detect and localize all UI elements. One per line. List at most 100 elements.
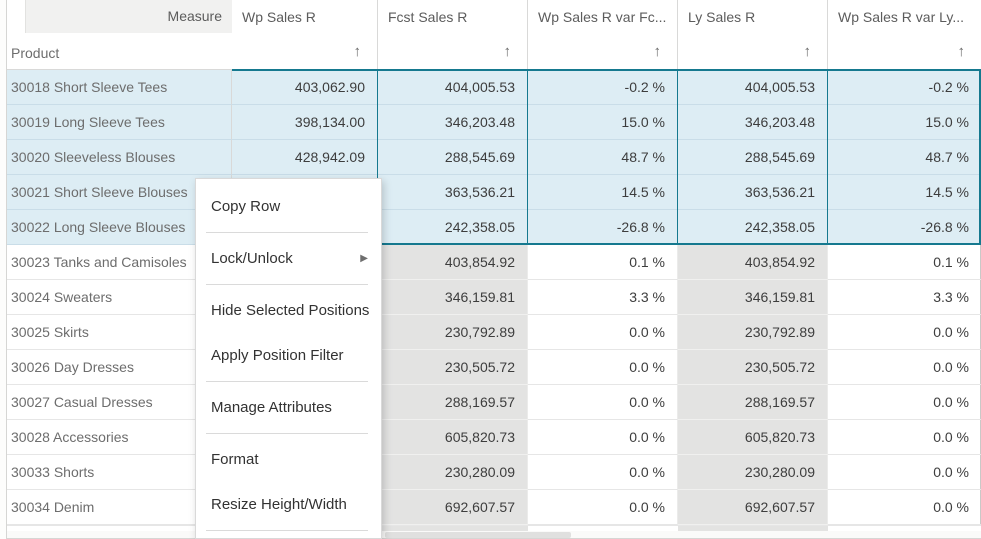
data-cell[interactable]: 230,280.09: [678, 455, 828, 490]
selection-outline-col: [677, 69, 678, 245]
data-cell[interactable]: 14.5 %: [828, 175, 981, 210]
table-row: 30027 Casual Dresses 288,169.57 0.0 % 288,1…: [7, 385, 981, 420]
data-cell[interactable]: 428,942.09: [232, 140, 378, 175]
sort-ascending-icon[interactable]: ↑: [503, 43, 512, 60]
horizontal-scrollbar[interactable]: [7, 531, 981, 539]
data-cell[interactable]: 363,536.21: [678, 175, 828, 210]
data-cell[interactable]: 48.7 %: [828, 140, 981, 175]
data-cell[interactable]: 0.0 %: [528, 350, 678, 385]
data-cell[interactable]: 0.1 %: [828, 245, 981, 280]
context-menu-item[interactable]: Hide Selected Positions: [196, 288, 381, 333]
data-cell[interactable]: 605,820.73: [378, 420, 528, 455]
data-cell[interactable]: 0.0 %: [528, 315, 678, 350]
table-row: 30033 Shorts 230,280.09 0.0 % 230,280.09 0.0…: [7, 455, 981, 490]
data-cell[interactable]: 605,820.73: [678, 420, 828, 455]
table-row: 30026 Day Dresses 230,505.72 0.0 % 230,505.…: [7, 350, 981, 385]
table-row: 30018 Short Sleeve Tees 403,062.90 404,005…: [7, 70, 981, 105]
data-cell[interactable]: 404,005.53: [378, 70, 528, 105]
column-header-label: Ly Sales R: [688, 9, 756, 25]
context-menu-item[interactable]: Resize Height/Width: [196, 482, 381, 527]
sort-ascending-icon[interactable]: ↑: [803, 43, 812, 60]
column-header-ly-sales-r[interactable]: Ly Sales R ↑: [678, 0, 828, 70]
context-menu-item-label: Hide Selected Positions: [211, 302, 370, 319]
data-cell[interactable]: 346,159.81: [378, 280, 528, 315]
data-cell[interactable]: 363,536.21: [378, 175, 528, 210]
data-cell[interactable]: 0.0 %: [828, 455, 981, 490]
row-header-cell[interactable]: 30021 Short Sleeve Blouses: [7, 175, 232, 210]
sort-ascending-icon[interactable]: ↑: [957, 43, 966, 60]
horizontal-scrollbar-thumb[interactable]: [385, 532, 571, 538]
selection-outline-col: [827, 69, 828, 245]
sort-ascending-icon[interactable]: ↑: [353, 43, 362, 60]
selection-outline-bottom: [232, 243, 981, 245]
data-cell[interactable]: 3.3 %: [528, 280, 678, 315]
data-cell[interactable]: -26.8 %: [528, 210, 678, 245]
column-header-wp-var-fcst[interactable]: Wp Sales R var Fc... ↑: [528, 0, 678, 70]
data-cell[interactable]: 346,159.81: [678, 280, 828, 315]
data-cell[interactable]: 398,134.00: [232, 105, 378, 140]
data-cell[interactable]: 0.0 %: [828, 315, 981, 350]
context-menu-item[interactable]: Copy Row: [196, 184, 381, 229]
data-cell[interactable]: 15.0 %: [828, 105, 981, 140]
data-cell[interactable]: 0.0 %: [828, 385, 981, 420]
data-cell[interactable]: 230,792.89: [678, 315, 828, 350]
sort-ascending-icon[interactable]: ↑: [653, 43, 662, 60]
data-cell[interactable]: 15.0 %: [528, 105, 678, 140]
data-cell[interactable]: 14.5 %: [528, 175, 678, 210]
data-cell[interactable]: 288,169.57: [678, 385, 828, 420]
data-cell[interactable]: 230,505.72: [678, 350, 828, 385]
row-header-cell[interactable]: 30018 Short Sleeve Tees: [7, 70, 232, 105]
data-cell[interactable]: 404,005.53: [678, 70, 828, 105]
data-cell[interactable]: 3.3 %: [828, 280, 981, 315]
data-cell[interactable]: -26.8 %: [828, 210, 981, 245]
data-cell[interactable]: 0.0 %: [528, 455, 678, 490]
data-cell[interactable]: 230,280.09: [378, 455, 528, 490]
data-cell[interactable]: 230,792.89: [378, 315, 528, 350]
data-cell[interactable]: 288,545.69: [678, 140, 828, 175]
data-cell[interactable]: 230,505.72: [378, 350, 528, 385]
menu-divider: [206, 284, 368, 285]
column-header-label: Wp Sales R: [242, 9, 316, 25]
data-cell[interactable]: -0.2 %: [828, 70, 981, 105]
data-cell[interactable]: 288,169.57: [378, 385, 528, 420]
row-header-cell[interactable]: 30022 Long Sleeve Blouses: [7, 210, 232, 245]
data-cell[interactable]: 0.0 %: [528, 385, 678, 420]
context-menu-item[interactable]: Format: [196, 437, 381, 482]
data-cell[interactable]: 0.1 %: [528, 245, 678, 280]
data-cell[interactable]: 346,203.48: [378, 105, 528, 140]
data-cell[interactable]: 692,607.57: [378, 490, 528, 525]
menu-divider: [206, 433, 368, 434]
row-gutter: [0, 0, 7, 539]
data-cell[interactable]: 0.0 %: [828, 350, 981, 385]
context-menu-item[interactable]: Apply Position Filter: [196, 333, 381, 378]
data-cell[interactable]: 0.0 %: [528, 490, 678, 525]
data-cell[interactable]: 403,062.90: [232, 70, 378, 105]
table-row: 30022 Long Sleeve Blouses 242,358.05 -26.8…: [7, 210, 981, 245]
row-header-cell[interactable]: 30020 Sleeveless Blouses: [7, 140, 232, 175]
data-cell[interactable]: 0.0 %: [828, 420, 981, 455]
context-menu-item[interactable]: Manage Attributes: [196, 385, 381, 430]
data-cell[interactable]: 346,203.48: [678, 105, 828, 140]
context-menu-item[interactable]: Lock/Unlock ▶: [196, 236, 381, 281]
table-row: 30021 Short Sleeve Blouses 363,536.21 14.5…: [7, 175, 981, 210]
column-header-wp-var-ly[interactable]: Wp Sales R var Ly... ↑: [828, 0, 981, 70]
data-cell[interactable]: -0.2 %: [528, 70, 678, 105]
column-header-label: Fcst Sales R: [388, 9, 468, 25]
measure-dimension-header[interactable]: Measure: [25, 0, 232, 33]
data-cell[interactable]: 242,358.05: [378, 210, 528, 245]
product-dimension-header[interactable]: Product: [7, 33, 232, 70]
selection-outline-col: [527, 69, 528, 245]
data-cell[interactable]: 0.0 %: [828, 490, 981, 525]
corner-notch: [7, 0, 25, 33]
data-cell[interactable]: 403,854.92: [378, 245, 528, 280]
data-cell[interactable]: 242,358.05: [678, 210, 828, 245]
data-cell[interactable]: 403,854.92: [678, 245, 828, 280]
row-header-cell[interactable]: 30019 Long Sleeve Tees: [7, 105, 232, 140]
data-cell[interactable]: 288,545.69: [378, 140, 528, 175]
column-header-fcst-sales-r[interactable]: Fcst Sales R ↑: [378, 0, 528, 70]
data-cell[interactable]: 48.7 %: [528, 140, 678, 175]
column-header-wp-sales-r[interactable]: Wp Sales R ↑: [232, 0, 378, 70]
data-cell[interactable]: 0.0 %: [528, 420, 678, 455]
data-cell[interactable]: 692,607.57: [678, 490, 828, 525]
